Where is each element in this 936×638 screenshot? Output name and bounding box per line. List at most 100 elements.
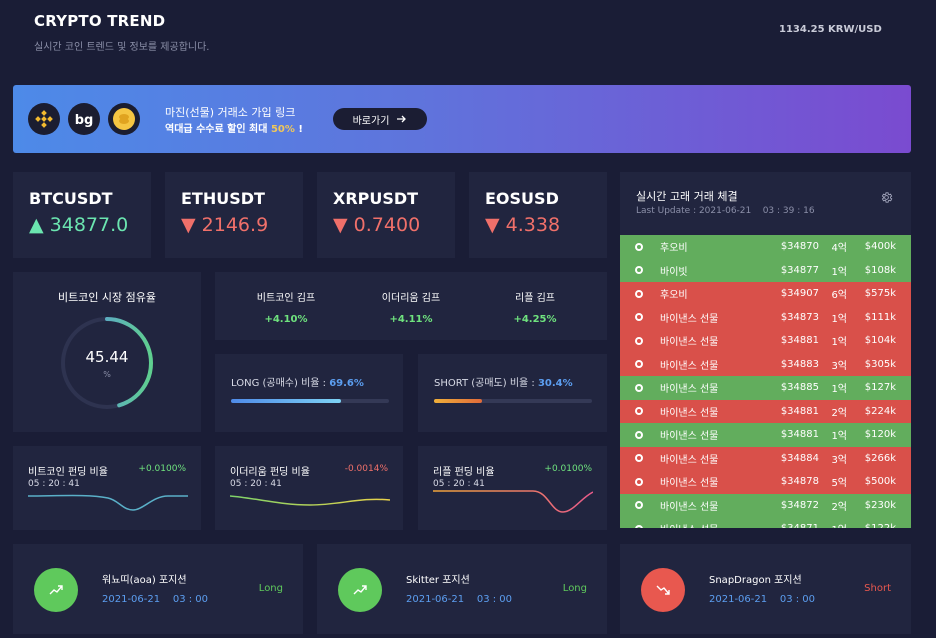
go-button[interactable]: 바로가기 xyxy=(333,108,427,130)
position-side: Short xyxy=(864,583,891,594)
whale-trade-row[interactable]: 바이낸스 선물 $34883 3억 $305k xyxy=(620,352,911,376)
kimp-btc: 비트코인 김프 +4.10% xyxy=(256,293,316,325)
whale-trade-row[interactable]: 바이낸스 선물 $34881 2억 $224k xyxy=(620,399,911,423)
ticker-value: ▼ 0.7400 xyxy=(333,214,421,236)
trade-price: $34871 xyxy=(781,523,819,528)
status-dot xyxy=(635,383,643,392)
trade-qty: 6억 xyxy=(831,290,847,302)
trade-exchange: 바이낸스 선물 xyxy=(660,501,719,513)
trade-amount: $575k xyxy=(864,288,896,300)
trade-qty: 1억 xyxy=(831,431,847,443)
ticker-name: EOSUSD xyxy=(485,189,559,208)
trend-up-icon xyxy=(34,568,78,612)
whale-trade-row[interactable]: 후오비 $34870 4억 $400k xyxy=(620,235,911,259)
ticker-value: ▼ 2146.9 xyxy=(181,214,269,236)
ticker-value: ▲ 34877.0 xyxy=(29,214,129,236)
position-card-skitter[interactable]: Skitter 포지션 2021-06-21 03 : 00 Long xyxy=(317,544,607,634)
kimchi-premium-card: 비트코인 김프 +4.10% 이더리움 김프 +4.11% 리플 김프 +4.2… xyxy=(215,272,607,340)
funding-time: 05 : 20 : 41 xyxy=(230,479,282,489)
trade-qty: 1억 xyxy=(831,384,847,396)
trade-price: $34872 xyxy=(780,499,819,511)
position-date: 2021-06-21 03 : 00 xyxy=(406,594,513,605)
trade-exchange: 바이낸스 선물 xyxy=(660,521,718,528)
ticker-card-xrp[interactable]: XRPUSDT ▼ 0.7400 xyxy=(317,172,455,258)
page-title: CRYPTO TREND xyxy=(34,12,166,30)
coin-logo xyxy=(108,103,140,135)
trade-qty: 2억 xyxy=(831,407,847,419)
funding-pct: +0.0100% xyxy=(544,464,592,474)
trade-price: $34881 xyxy=(780,429,819,441)
gear-icon[interactable] xyxy=(880,191,893,204)
status-dot xyxy=(635,242,643,251)
whale-trade-row[interactable]: 바이낸스 선물 $34881 1억 $120k xyxy=(620,423,911,447)
funding-name: 비트코인 펀딩 비율 xyxy=(28,467,108,478)
svg-text:bg: bg xyxy=(75,113,94,127)
exchange-signup-banner[interactable]: bg 마진(선물) 거래소 가입 링크 역대급 수수료 할인 최대 50% ! … xyxy=(13,85,911,153)
long-ratio-card: LONG (공매수) 비율 : 69.6% xyxy=(215,354,403,432)
trade-amount: $104k xyxy=(864,335,896,347)
trade-price: $34884 xyxy=(780,452,819,464)
dominance-arc xyxy=(61,317,153,409)
whale-trade-row[interactable]: 바이낸스 선물 $34884 3억 $266k xyxy=(620,446,911,470)
whale-trade-row[interactable]: 바이빗 $34877 1억 $108k xyxy=(620,258,911,282)
funding-sparkline xyxy=(433,490,593,513)
binance-logo xyxy=(28,103,60,135)
trade-price: $34870 xyxy=(780,241,819,253)
trade-price: $34877 xyxy=(780,264,819,276)
long-ratio-track xyxy=(231,399,389,403)
page-subtitle: 실시간 코인 트렌드 및 정보를 제공합니다. xyxy=(34,42,210,53)
arrow-right-icon xyxy=(397,115,407,123)
kimp-eth: 이더리움 김프 +4.11% xyxy=(381,293,441,325)
ticker-name: ETHUSDT xyxy=(181,189,265,208)
trade-exchange: 바이빗 xyxy=(660,266,688,278)
whale-trade-list[interactable]: 후오비 $34870 4억 $400k 바이빗 $34877 1억 $108k 후오비 $3490… xyxy=(620,235,911,528)
ticker-name: BTCUSDT xyxy=(29,189,113,208)
trade-amount: $400k xyxy=(864,241,896,253)
trade-qty: 3억 xyxy=(831,454,847,466)
funding-sparkline xyxy=(230,495,390,506)
status-dot xyxy=(635,313,643,322)
whale-trade-row[interactable]: 바이낸스 선물 $34878 5억 $500k xyxy=(620,470,911,494)
ticker-card-eos[interactable]: EOSUSD ▼ 4.338 xyxy=(469,172,607,258)
whale-trade-row[interactable]: 바이낸스 선물 $34872 2억 $230k xyxy=(620,493,911,517)
position-trader: 워뇨띠(aoa) 포지션 xyxy=(102,575,187,586)
trade-amount: $111k xyxy=(864,311,896,323)
status-dot xyxy=(635,266,643,275)
trade-amount: $127k xyxy=(864,382,896,394)
trade-amount: $230k xyxy=(864,499,896,511)
trade-exchange: 바이낸스 선물 xyxy=(660,478,719,490)
banner-headline: 마진(선물) 거래소 가입 링크 xyxy=(165,106,296,119)
whale-trade-row[interactable]: 바이낸스 선물 $34871 1억 $122k xyxy=(620,517,911,528)
trade-exchange: 바이낸스 선물 xyxy=(660,313,719,325)
whale-trade-row[interactable]: 후오비 $34907 6억 $575k xyxy=(620,282,911,306)
status-dot xyxy=(635,501,643,510)
funding-pct: -0.0014% xyxy=(344,464,388,474)
go-button-label: 바로가기 xyxy=(352,115,390,127)
trade-amount: $266k xyxy=(864,452,896,464)
whale-trade-row[interactable]: 바이낸스 선물 $34885 1억 $127k xyxy=(620,376,911,400)
position-card-aoa[interactable]: 워뇨띠(aoa) 포지션 2021-06-21 03 : 00 Long xyxy=(13,544,303,634)
trade-qty: 1억 xyxy=(831,313,847,325)
funding-time: 05 : 20 : 41 xyxy=(28,479,80,489)
funding-card-eth: 이더리움 펀딩 비율 -0.0014% 05 : 20 : 41 xyxy=(215,446,403,530)
banner-promo-highlight: 50% xyxy=(270,124,295,135)
dominance-unit: % xyxy=(103,370,111,379)
status-dot xyxy=(635,430,643,439)
trade-exchange: 바이낸스 선물 xyxy=(660,407,719,419)
funding-card-btc: 비트코인 펀딩 비율 +0.0100% 05 : 20 : 41 xyxy=(13,446,201,530)
funding-time: 05 : 20 : 41 xyxy=(433,479,485,489)
trade-price: $34885 xyxy=(780,382,819,394)
status-dot xyxy=(635,360,643,369)
banner-promo: 역대급 수수료 할인 최대 50% ! xyxy=(165,124,303,135)
status-dot xyxy=(635,289,643,298)
trade-qty: 1억 xyxy=(831,521,847,528)
dominance-title: 비트코인 시장 점유율 xyxy=(57,291,157,304)
position-card-snapdragon[interactable]: SnapDragon 포지션 2021-06-21 03 : 00 Short xyxy=(620,544,911,634)
whale-trade-row[interactable]: 바이낸스 선물 $34873 1억 $111k xyxy=(620,305,911,329)
ticker-card-btc[interactable]: BTCUSDT ▲ 34877.0 xyxy=(13,172,151,258)
short-ratio-bar xyxy=(434,399,483,403)
trade-amount: $120k xyxy=(864,429,896,441)
whale-trade-row[interactable]: 바이낸스 선물 $34881 1억 $104k xyxy=(620,329,911,353)
trade-amount: $305k xyxy=(864,358,896,370)
ticker-card-eth[interactable]: ETHUSDT ▼ 2146.9 xyxy=(165,172,303,258)
